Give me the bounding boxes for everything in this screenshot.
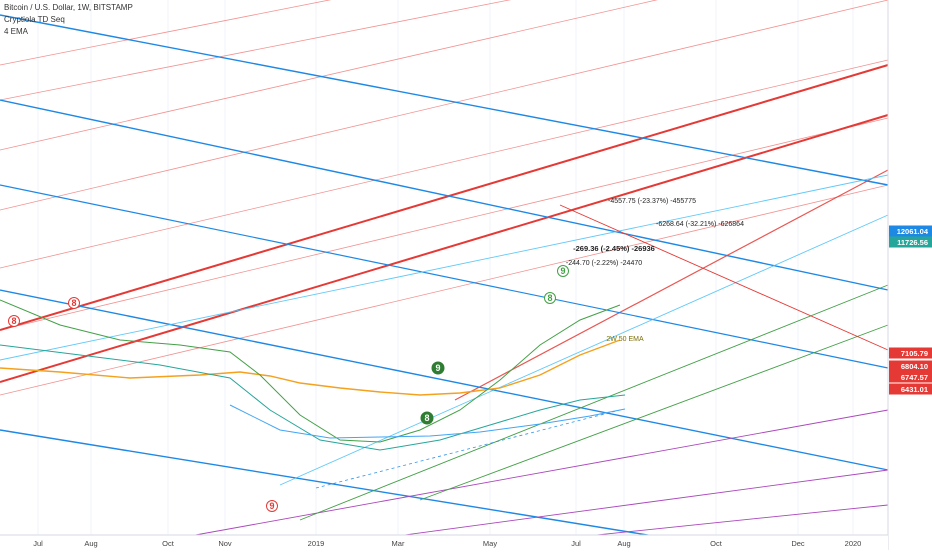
x-tick-9: Oct [710,539,723,548]
red-fan-line-5 [0,117,889,331]
light-blue-rising-2 [279,214,889,486]
annotation-2: -269.36 (-2.45%) -26936 [573,244,655,253]
td-marker-label-1: 8 [424,413,429,423]
price-badge-2 [889,347,932,359]
price-scale-bg [888,0,932,550]
indicator-ema: 4 EMA [4,27,29,36]
td-marker-0 [431,361,445,375]
blue-channel-4 [0,289,889,471]
x-tick-0: Jul [33,539,43,548]
price-badge-0 [889,225,932,237]
blue-channel-5 [0,429,741,551]
blue-channel-3 [0,184,889,369]
price-badge-label-1: 11726.56 [897,238,928,247]
indicator-td-seq: Cryptiola TD Seq [4,15,65,24]
annotation-1: -6268.64 (-32.21%) -626864 [656,221,744,228]
chart-title: Bitcoin / U.S. Dollar, 1W, BITSTAMP [4,3,133,12]
red-channel-upper [0,64,889,331]
red-channel-lower [454,169,889,401]
price-badge-label-4: 6747.57 [901,373,928,382]
blue-channel-2 [0,99,889,291]
x-tick-11: 2020 [845,539,862,548]
price-badge-label-3: 6804.10 [901,362,928,371]
red-channel-middle [0,114,889,383]
x-tick-3: Nov [218,539,232,548]
x-tick-2: Oct [162,539,175,548]
x-tick-8: Aug [617,539,630,548]
x-tick-1: Aug [84,539,97,548]
x-tick-5: Mar [392,539,405,548]
price-badge-5 [889,383,932,395]
ema-green [0,299,621,443]
time-scale-bg [0,535,888,550]
green-trend-1 [299,284,889,521]
light-blue-rising [0,174,889,361]
td-marker-5 [68,297,80,309]
td-marker-3 [544,292,556,304]
price-badge-3 [889,360,932,372]
x-tick-10: Dec [791,539,805,548]
annotation-0: -4557.75 (-23.37%) -455775 [608,198,696,205]
red-falling-line [559,204,889,351]
td-marker-2 [557,265,569,277]
x-tick-4: 2019 [308,539,325,548]
red-fan-line-1 [0,0,512,101]
red-fan-line-0 [0,0,332,66]
annotation-4: 2W 50 EMA [606,336,644,343]
td-marker-label-2: 9 [560,266,565,276]
price-badge-1 [889,236,932,248]
x-tick-7: Jul [571,539,581,548]
red-fan-line-2 [0,0,659,151]
purple-trend-1 [139,409,889,546]
td-marker-1 [420,411,434,425]
red-fan-line-4 [0,59,889,269]
ema-teal [0,344,626,451]
td-marker-label-3: 8 [547,293,552,303]
price-badge-4 [889,371,932,383]
x-tick-6: May [483,539,497,548]
annotation-3: -244.70 (-2.22%) -24470 [566,260,642,267]
price-badge-label-2: 7105.79 [901,349,928,358]
td-marker-6 [266,500,278,512]
blue-channel-1 [0,14,889,186]
td-marker-label-0: 9 [435,363,440,373]
td-marker-label-6: 9 [269,501,274,511]
green-trend-2 [419,324,889,501]
td-marker-4 [8,315,20,327]
price-badge-label-0: 12061.04 [897,227,929,236]
purple-trend-2 [329,469,889,546]
td-marker-label-5: 8 [71,298,76,308]
dashed-support [315,409,621,489]
ema-blue [229,404,626,439]
red-fan-line-6 [0,184,889,396]
red-fan-line-3 [0,0,889,211]
td-marker-label-4: 8 [11,316,16,326]
price-badge-label-5: 6431.01 [901,385,928,394]
ema-orange [0,339,621,396]
